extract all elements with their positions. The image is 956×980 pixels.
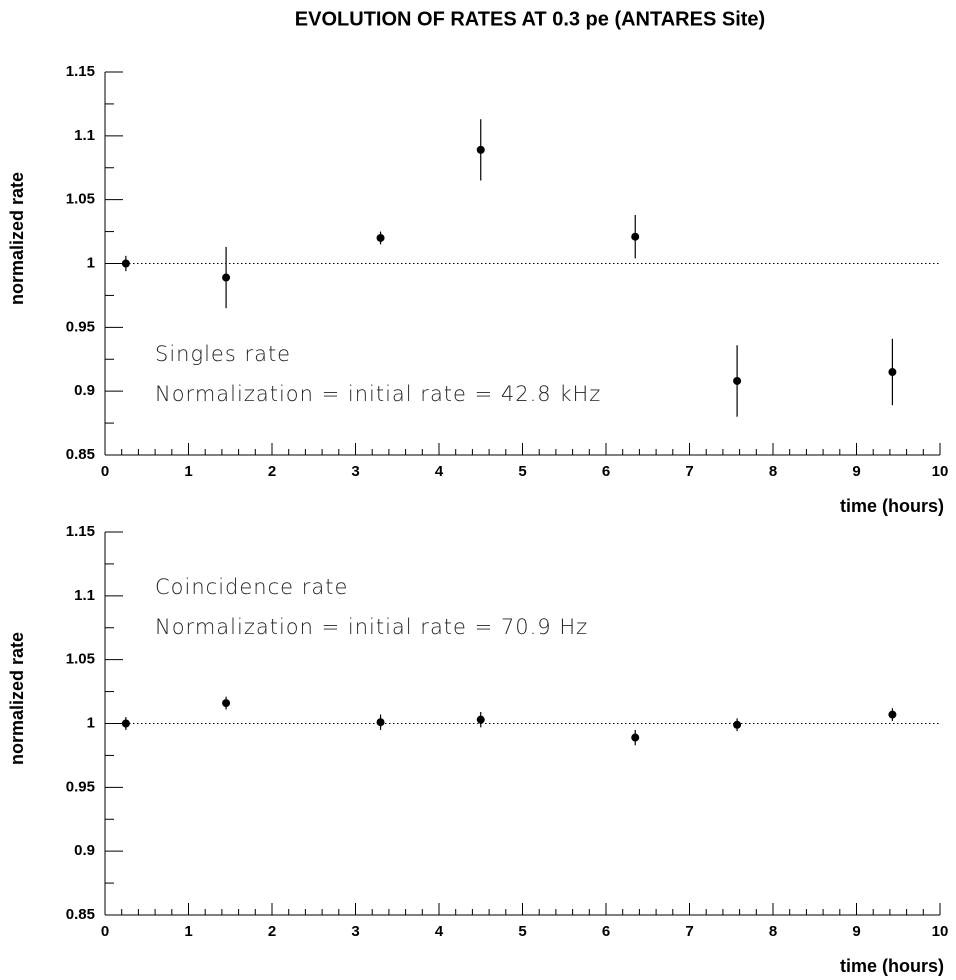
x-tick-label: 9 xyxy=(852,463,860,480)
y-tick-label: 1 xyxy=(87,254,95,271)
x-tick-label: 6 xyxy=(602,463,610,480)
x-tick-label: 0 xyxy=(101,463,109,480)
x-tick-label: 4 xyxy=(435,463,444,480)
y-tick-label: 1.1 xyxy=(74,127,95,144)
x-tick-label: 3 xyxy=(351,923,359,940)
y-tick-label: 1.05 xyxy=(66,191,95,208)
data-point xyxy=(121,719,130,728)
data-point xyxy=(631,232,640,241)
y-axis-label: normalized rate xyxy=(7,632,27,765)
x-tick-label: 0 xyxy=(101,923,109,940)
x-axis-label: time (hours) xyxy=(840,496,944,516)
x-tick-label: 4 xyxy=(435,923,444,940)
y-tick-label: 1.05 xyxy=(66,651,95,668)
x-tick-label: 10 xyxy=(932,923,949,940)
x-tick-label: 9 xyxy=(852,923,860,940)
annotation: Singles rate xyxy=(155,342,291,366)
y-tick-label: 0.9 xyxy=(74,382,95,399)
y-tick-label: 0.95 xyxy=(66,318,95,335)
y-tick-label: 0.85 xyxy=(66,906,95,923)
data-point xyxy=(888,710,897,719)
y-tick-label: 1.1 xyxy=(74,587,95,604)
y-tick-label: 0.95 xyxy=(66,778,95,795)
data-point xyxy=(733,720,742,729)
y-tick-label: 0.9 xyxy=(74,842,95,859)
x-tick-label: 6 xyxy=(602,923,610,940)
page-title: EVOLUTION OF RATES AT 0.3 pe (ANTARES Si… xyxy=(295,8,765,30)
data-point xyxy=(376,233,385,242)
data-point xyxy=(631,733,640,742)
data-point xyxy=(222,699,231,708)
x-tick-label: 7 xyxy=(685,923,693,940)
data-point xyxy=(476,145,485,154)
data-point xyxy=(476,715,485,724)
x-tick-label: 2 xyxy=(268,923,276,940)
y-tick-label: 1.15 xyxy=(66,63,95,80)
x-tick-label: 2 xyxy=(268,463,276,480)
data-point xyxy=(376,718,385,727)
data-point xyxy=(222,273,231,282)
x-tick-label: 1 xyxy=(184,923,192,940)
annotation: Normalization = initial rate = 42.8 kHz xyxy=(155,382,601,406)
x-tick-label: 7 xyxy=(685,463,693,480)
x-axis-label: time (hours) xyxy=(840,956,944,976)
x-tick-label: 10 xyxy=(932,463,949,480)
x-tick-label: 8 xyxy=(769,923,777,940)
annotation: Coincidence rate xyxy=(155,575,348,599)
x-tick-label: 3 xyxy=(351,463,359,480)
data-point xyxy=(733,376,742,385)
y-tick-label: 1.15 xyxy=(66,523,95,540)
x-tick-label: 5 xyxy=(518,923,526,940)
data-point xyxy=(888,368,897,377)
y-tick-label: 0.85 xyxy=(66,446,95,463)
x-tick-label: 8 xyxy=(769,463,777,480)
annotation: Normalization = initial rate = 70.9 Hz xyxy=(155,615,588,639)
x-tick-label: 1 xyxy=(184,463,192,480)
y-axis-label: normalized rate xyxy=(7,172,27,305)
y-tick-label: 1 xyxy=(87,714,95,731)
x-tick-label: 5 xyxy=(518,463,526,480)
data-point xyxy=(121,259,130,268)
